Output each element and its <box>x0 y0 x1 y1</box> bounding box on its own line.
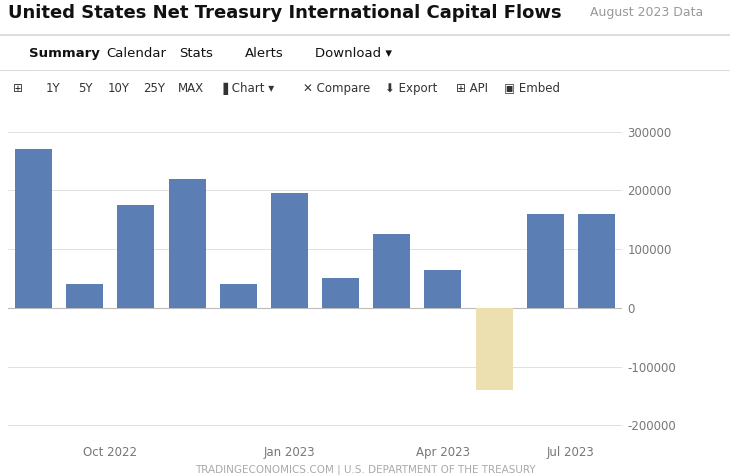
Bar <box>373 234 410 308</box>
Text: ▐ Chart ▾: ▐ Chart ▾ <box>219 82 274 95</box>
Text: 5Y: 5Y <box>78 82 93 95</box>
Text: 1Y: 1Y <box>45 82 60 95</box>
Text: United States Net Treasury International Capital Flows: United States Net Treasury International… <box>8 4 561 22</box>
Bar <box>322 278 359 308</box>
Text: TRADINGECONOMICS.COM | U.S. DEPARTMENT OF THE TREASURY: TRADINGECONOMICS.COM | U.S. DEPARTMENT O… <box>195 465 535 475</box>
Text: ⬇ Export: ⬇ Export <box>385 82 438 95</box>
Text: ⊞ API: ⊞ API <box>456 82 488 95</box>
Text: ⊞: ⊞ <box>13 82 23 95</box>
Bar <box>66 284 103 308</box>
Bar <box>578 214 615 308</box>
Bar <box>527 214 564 308</box>
Text: Summary: Summary <box>29 47 100 60</box>
Text: 25Y: 25Y <box>143 82 165 95</box>
Bar <box>15 149 52 308</box>
Bar <box>425 270 461 308</box>
Bar <box>118 205 154 308</box>
Text: Alerts: Alerts <box>245 47 283 60</box>
Bar <box>271 193 308 308</box>
Text: Download ▾: Download ▾ <box>315 47 392 60</box>
Text: August 2023 Data: August 2023 Data <box>590 6 703 19</box>
Text: MAX: MAX <box>177 82 204 95</box>
Text: Calendar: Calendar <box>106 47 166 60</box>
Text: ✕ Compare: ✕ Compare <box>303 82 370 95</box>
Text: 10Y: 10Y <box>108 82 130 95</box>
Text: ▣ Embed: ▣ Embed <box>504 82 560 95</box>
Bar <box>220 284 257 308</box>
Bar <box>169 179 206 308</box>
Bar <box>476 308 512 390</box>
Text: Stats: Stats <box>179 47 212 60</box>
